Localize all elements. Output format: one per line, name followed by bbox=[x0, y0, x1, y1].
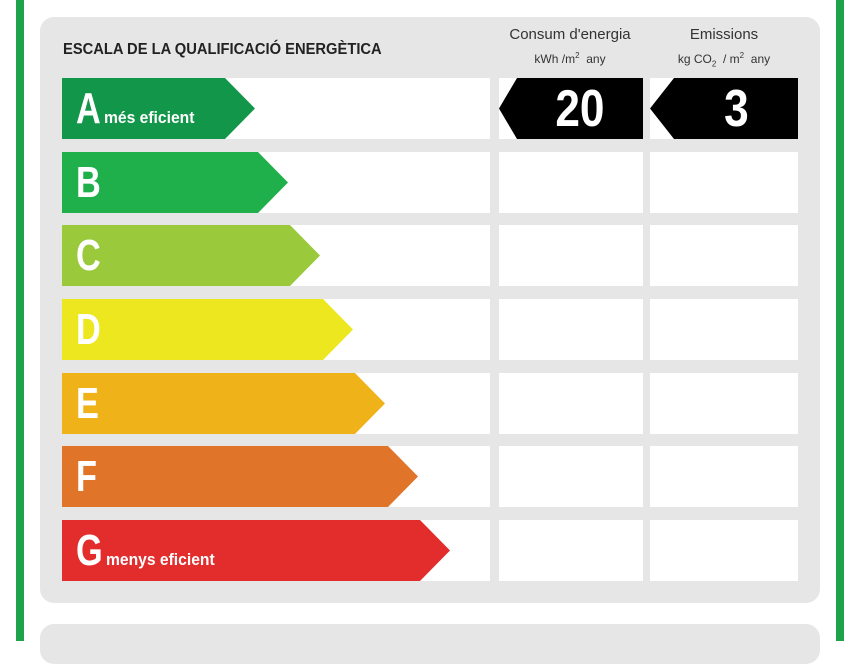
rating-letter: C bbox=[76, 230, 101, 280]
consum-unit: kWh /m2 any bbox=[534, 51, 606, 66]
rating-row-g: G menys eficient bbox=[62, 520, 798, 581]
rating-arrow-c: C bbox=[62, 225, 320, 286]
emissions-column-header: Emissions kg CO2 / m2 any bbox=[650, 25, 798, 72]
rating-letter: A bbox=[76, 83, 101, 133]
bar-track: A més eficient bbox=[62, 78, 490, 139]
arrow-polygon bbox=[62, 78, 255, 139]
arrow-shape bbox=[62, 373, 385, 434]
rating-row-c: C bbox=[62, 225, 798, 286]
consum-cell bbox=[499, 299, 643, 360]
rating-letter: D bbox=[76, 304, 101, 354]
energy-rating-panel: ESCALA DE LA QUALIFICACIÓ ENERGÈTICA Con… bbox=[40, 17, 820, 603]
consum-cell bbox=[499, 152, 643, 213]
emissions-cell bbox=[650, 152, 798, 213]
rating-caption: més eficient bbox=[103, 107, 195, 127]
bar-track: B bbox=[62, 152, 490, 213]
bar-track: F bbox=[62, 446, 490, 507]
emissions-indicator-arrow-tip bbox=[650, 78, 674, 139]
rating-row-b: B bbox=[62, 152, 798, 213]
consum-cell bbox=[499, 225, 643, 286]
scale-title: ESCALA DE LA QUALIFICACIÓ ENERGÈTICA bbox=[63, 41, 382, 58]
consum-column-header: Consum d'energia kWh /m2 any bbox=[496, 25, 644, 67]
bar-track: E bbox=[62, 373, 490, 434]
arrow-shape bbox=[62, 446, 418, 507]
rating-arrow-f: F bbox=[62, 446, 418, 507]
rating-row-a: A més eficient 20 3 bbox=[62, 78, 798, 139]
emissions-cell bbox=[650, 299, 798, 360]
consum-indicator-arrow-tip bbox=[499, 78, 517, 139]
rating-row-d: D bbox=[62, 299, 798, 360]
consum-cell bbox=[499, 446, 643, 507]
rating-arrow-e: E bbox=[62, 373, 385, 434]
emissions-indicator: 3 bbox=[650, 78, 798, 139]
bar-track: G menys eficient bbox=[62, 520, 490, 581]
consum-cell: 20 bbox=[499, 78, 643, 139]
right-green-border bbox=[836, 0, 844, 641]
rating-arrow-g: G menys eficient bbox=[62, 520, 450, 581]
rating-letter: F bbox=[76, 451, 97, 501]
arrow-shape bbox=[62, 520, 450, 581]
rating-arrow-a: A més eficient bbox=[62, 78, 255, 139]
next-panel-edge bbox=[40, 624, 820, 664]
left-green-border bbox=[16, 0, 24, 641]
emissions-unit: kg CO2 / m2 any bbox=[677, 51, 771, 69]
emissions-cell bbox=[650, 373, 798, 434]
bar-track: C bbox=[62, 225, 490, 286]
emissions-cell bbox=[650, 225, 798, 286]
rating-letter: G bbox=[76, 525, 103, 575]
emissions-cell bbox=[650, 446, 798, 507]
emissions-cell bbox=[650, 520, 798, 581]
rating-arrow-d: D bbox=[62, 299, 353, 360]
rating-arrow-b: B bbox=[62, 152, 288, 213]
emissions-heading: Emissions bbox=[689, 26, 759, 43]
rating-row-e: E bbox=[62, 373, 798, 434]
consum-value: 20 bbox=[555, 79, 605, 138]
arrow-shape bbox=[62, 78, 255, 139]
rating-letter: B bbox=[76, 157, 101, 207]
consum-indicator: 20 bbox=[499, 78, 643, 139]
consum-cell bbox=[499, 520, 643, 581]
rating-row-f: F bbox=[62, 446, 798, 507]
rating-caption: menys eficient bbox=[106, 549, 215, 569]
arrow-shape bbox=[62, 299, 353, 360]
emissions-value: 3 bbox=[723, 79, 749, 138]
consum-cell bbox=[499, 373, 643, 434]
bar-track: D bbox=[62, 299, 490, 360]
emissions-cell: 3 bbox=[650, 78, 798, 139]
arrow-shape bbox=[62, 152, 288, 213]
consum-heading: Consum d'energia bbox=[509, 26, 631, 43]
arrow-shape bbox=[62, 225, 320, 286]
rating-letter: E bbox=[76, 378, 99, 428]
